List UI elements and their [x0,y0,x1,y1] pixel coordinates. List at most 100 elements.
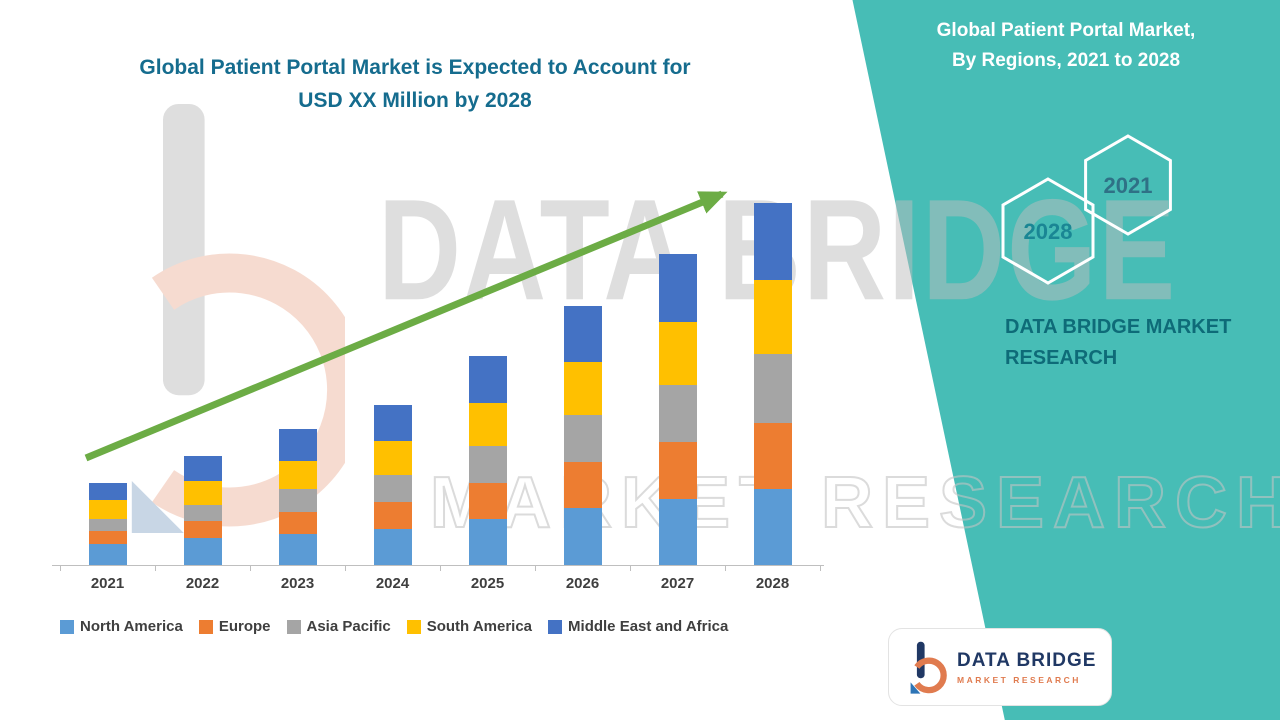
legend-swatch-icon [60,619,74,634]
bar-2028 [753,203,792,565]
bar-segment-2028 [753,203,792,281]
chart-title-line1: Global Patient Portal Market is Expected… [139,56,691,79]
bar-segment-2025 [468,519,507,565]
logo-card: DATA BRIDGE MARKET RESEARCH [888,628,1112,706]
bar-2024 [373,405,412,565]
bar-segment-2025 [468,483,507,520]
legend-label: South America [426,618,533,635]
bar-segment-2026 [563,361,602,415]
x-axis-label-2024: 2024 [375,575,410,592]
bar-segment-2021 [88,483,127,501]
x-axis-label-2023: 2023 [280,575,315,592]
bar-segment-2024 [373,440,412,475]
x-axis-ticks [60,566,822,571]
bar-2021 [88,483,127,565]
bar-segment-2021 [88,500,127,520]
hexagon-2021-icon [1084,134,1172,236]
bar-segment-2024 [373,405,412,441]
legend-item: Europe [198,618,271,635]
bar-segment-2021 [88,519,127,531]
bar-segment-2027 [658,254,697,322]
axis-tick [155,566,156,571]
bar-segment-2023 [278,460,317,490]
databridge-logo-icon [910,641,947,694]
hexagon-2028-icon [1001,177,1095,285]
bar-segment-2024 [373,502,412,529]
bar-segment-2025 [468,356,507,403]
bar-segment-2028 [753,354,792,423]
legend-item: North America [60,618,183,635]
bar-segment-2021 [88,544,127,565]
panel-brand-line1: DATA BRIDGE MARKET [1005,316,1232,338]
legend-swatch-icon [198,619,213,634]
panel-title-line1: Global Patient Portal Market, [936,20,1196,41]
hexagon-year-2028: 2028 [1024,219,1073,244]
bar-segment-2026 [563,414,602,463]
bar-segment-2026 [563,462,602,508]
bar-segment-2025 [468,402,507,447]
bar-segment-2027 [658,385,697,443]
legend-swatch-icon [406,619,421,634]
axis-tick [725,566,726,571]
bar-2022 [183,455,222,565]
bar-segment-2026 [563,508,602,565]
logo-card-brand: DATA BRIDGE [957,649,1097,671]
chart-legend: North America Europe Asia Pacific South Ame… [60,618,728,635]
legend-item: Asia Pacific [286,618,391,635]
x-axis-label-2026: 2026 [565,575,600,592]
x-axis-label-2028: 2028 [755,575,790,592]
bar-segment-2026 [563,305,602,362]
legend-label: Middle East and Africa [568,618,729,635]
bar-segment-2022 [183,538,222,565]
chart-title-line2: USD XX Million by 2028 [298,88,532,112]
axis-tick [250,566,251,571]
bar-segment-2028 [753,422,792,489]
bar-2023 [278,429,317,565]
legend-swatch-icon [286,619,301,634]
bar-segment-2021 [88,530,127,545]
legend-item: South America [406,618,533,635]
bar-2025 [468,356,507,565]
bar-2026 [563,305,602,565]
legend-label: Europe [218,618,271,635]
logo-card-sub: MARKET RESEARCH [957,674,1081,685]
x-axis-line [52,565,824,566]
logo-card-text: DATA BRIDGE MARKET RESEARCH [957,650,1096,685]
legend-swatch-icon [548,619,563,634]
bar-segment-2028 [753,489,792,565]
bars-container [60,185,820,565]
legend-label: Asia Pacific [306,618,391,635]
x-axis-label-2022: 2022 [185,575,220,592]
legend-label: North America [80,618,183,635]
axis-tick [820,566,821,571]
bar-segment-2027 [658,498,697,565]
chart-title: Global Patient Portal Market is Expected… [105,52,725,117]
panel-title-line2: By Regions, 2021 to 2028 [951,50,1181,72]
bar-segment-2024 [373,474,412,503]
bar-segment-2023 [278,511,317,534]
hexagon-year-2021: 2021 [1104,173,1153,198]
x-axis-label-2021: 2021 [90,575,125,592]
bar-segment-2022 [183,481,222,506]
legend-item: Middle East and Africa [548,618,728,635]
x-axis-label-2025: 2025 [470,575,505,592]
bar-segment-2022 [183,505,222,522]
bar-2027 [658,254,697,565]
axis-tick [60,566,61,571]
x-axis-label-2027: 2027 [660,575,695,592]
bar-segment-2023 [278,429,317,461]
panel-brand-line2: RESEARCH [1005,347,1118,369]
bar-segment-2027 [658,442,697,499]
axis-tick [630,566,631,571]
bar-segment-2023 [278,533,317,565]
panel-title: Global Patient Portal Market, By Regions… [880,16,1252,77]
bar-segment-2022 [183,455,222,482]
axis-tick [345,566,346,571]
bar-segment-2022 [183,521,222,539]
bar-segment-2025 [468,446,507,484]
x-axis-labels: 2021 2022 2023 2024 2025 2026 2027 2028 [60,575,820,592]
bar-segment-2028 [753,280,792,355]
bar-segment-2027 [658,321,697,386]
hexagon-badges: 2028 2021 [1001,134,1172,285]
